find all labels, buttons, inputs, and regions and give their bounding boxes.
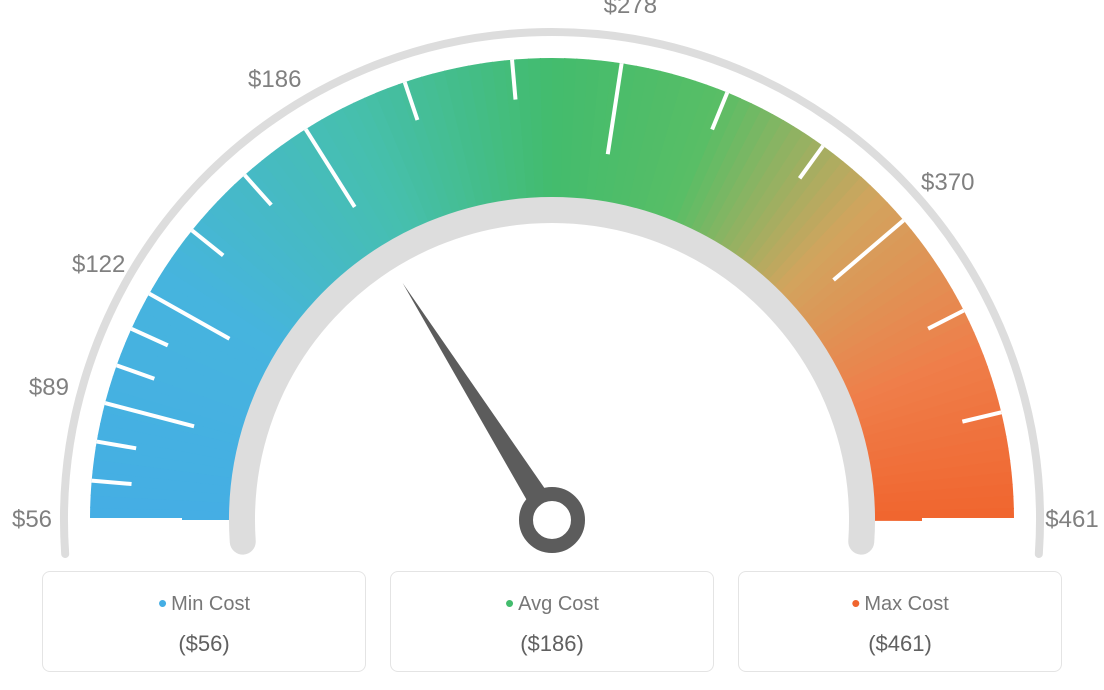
legend-value: ($56) — [43, 631, 365, 657]
legend-dot-icon: • — [158, 588, 167, 618]
legend-value: ($186) — [391, 631, 713, 657]
gauge-tick-label: $122 — [72, 251, 125, 279]
legend-dot-icon: • — [851, 588, 860, 618]
cost-gauge: $56 $89 $122 $186 $278 $370 $461 — [0, 0, 1104, 560]
gauge-tick-label: $89 — [29, 374, 69, 402]
legend-title: •Max Cost — [739, 588, 1061, 619]
gauge-tick-label: $461 — [1045, 506, 1098, 534]
legend-row: •Min Cost($56)•Avg Cost($186)•Max Cost($… — [42, 571, 1062, 672]
gauge-tick-label: $186 — [248, 66, 301, 94]
legend-title: •Min Cost — [43, 588, 365, 619]
legend-value: ($461) — [739, 631, 1061, 657]
legend-card-avg-cost: •Avg Cost ($186) — [390, 571, 714, 672]
legend-card-min-cost: •Min Cost ($56) — [42, 571, 366, 672]
legend-title-text: Min Cost — [171, 593, 250, 615]
legend-card-max-cost: •Max Cost ($461) — [738, 571, 1062, 672]
gauge-tick-label: $370 — [921, 169, 974, 197]
legend-dot-icon: • — [505, 588, 514, 618]
gauge-tick-label: $56 — [12, 506, 52, 534]
legend-title: •Avg Cost — [391, 588, 713, 619]
legend-title-text: Avg Cost — [518, 593, 599, 615]
gauge-tick-label: $278 — [604, 0, 657, 20]
gauge-svg — [0, 0, 1104, 560]
legend-title-text: Max Cost — [864, 593, 948, 615]
